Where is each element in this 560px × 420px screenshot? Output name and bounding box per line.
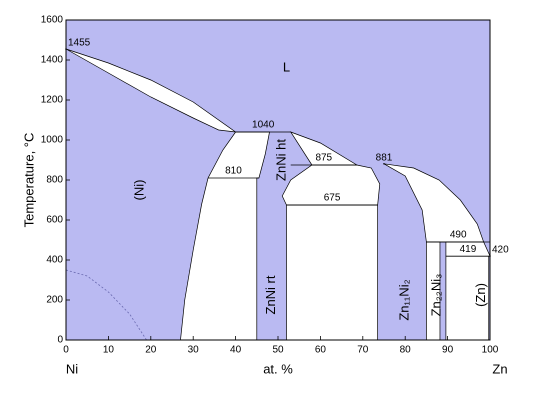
isotherm-label: 1455 bbox=[68, 38, 91, 49]
phase-label: Zn₂₂Ni₃ bbox=[428, 274, 443, 317]
y-tick-label: 1000 bbox=[41, 135, 64, 146]
isotherm-label: 420 bbox=[492, 245, 509, 256]
y-tick-label: 1600 bbox=[41, 15, 64, 26]
y-tick-label: 1400 bbox=[41, 55, 64, 66]
isotherm-label: 875 bbox=[315, 153, 332, 164]
y-tick-label: 0 bbox=[57, 335, 63, 346]
left-element: Ni bbox=[66, 361, 78, 376]
y-tick-label: 200 bbox=[46, 295, 63, 306]
x-tick-label: 90 bbox=[442, 345, 454, 356]
y-tick-label: 800 bbox=[46, 175, 63, 186]
x-tick-label: 70 bbox=[357, 345, 369, 356]
isotherm-label: 419 bbox=[460, 244, 477, 255]
two-phase-region bbox=[383, 163, 485, 243]
isotherm-label: 1040 bbox=[252, 120, 275, 131]
two-phase-region bbox=[65, 48, 236, 133]
x-tick-label: 50 bbox=[272, 345, 284, 356]
x-tick-label: 20 bbox=[145, 345, 157, 356]
y-tick-label: 400 bbox=[46, 255, 63, 266]
x-tick-label: 0 bbox=[63, 345, 69, 356]
phase-label: (Ni) bbox=[132, 180, 147, 201]
isotherm-label: 675 bbox=[324, 193, 341, 204]
isotherm-label: 810 bbox=[225, 166, 242, 177]
plot-frame bbox=[65, 19, 491, 341]
y-tick-label: 600 bbox=[46, 215, 63, 226]
x-tick-label: 30 bbox=[188, 345, 200, 356]
phase-label: L bbox=[283, 59, 290, 74]
isotherm-label: 881 bbox=[376, 152, 393, 163]
x-tick-label: 100 bbox=[482, 345, 499, 356]
magnetic-transition bbox=[65, 269, 147, 341]
y-tick-label: 1200 bbox=[41, 95, 64, 106]
y-axis-label: Temperature, °C bbox=[21, 133, 36, 228]
x-tick-label: 10 bbox=[103, 345, 115, 356]
x-axis-label: at. % bbox=[263, 361, 293, 376]
two-phase-region bbox=[286, 204, 378, 341]
phase-label: Zn₁₁Ni₂ bbox=[397, 279, 412, 320]
phase-label: ZnNi ht bbox=[274, 139, 289, 181]
x-tick-label: 40 bbox=[230, 345, 242, 356]
isotherm-label: 490 bbox=[450, 230, 467, 241]
x-tick-label: 80 bbox=[400, 345, 412, 356]
phase-label: (Zn) bbox=[473, 283, 488, 307]
invariant-point bbox=[383, 163, 385, 165]
phase-label: ZnNi rt bbox=[263, 275, 278, 314]
right-element: Zn bbox=[492, 361, 507, 376]
x-tick-label: 60 bbox=[315, 345, 327, 356]
